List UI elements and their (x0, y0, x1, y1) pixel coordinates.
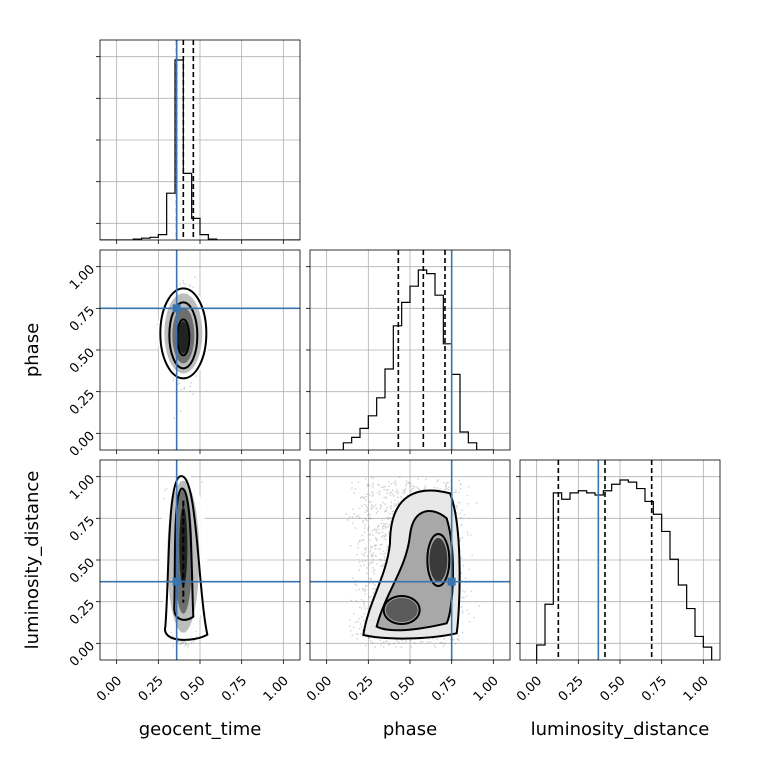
x-tick-label: 0.50 (177, 674, 208, 705)
panel-grid (310, 250, 510, 450)
y-tick-label: 0.00 (67, 429, 98, 460)
x-axis-label-luminosity_distance: luminosity_distance (531, 719, 710, 740)
contour (168, 301, 199, 370)
y-tick-label: 0.75 (67, 514, 98, 545)
hist-geocent_time (100, 40, 300, 240)
histogram-luminosity_distance (536, 479, 713, 660)
x-tick-label: 0.25 (346, 674, 377, 705)
scatter-geocent_time-luminosity_distance (100, 460, 300, 660)
x-tick-label: 0.00 (94, 674, 125, 705)
hist-luminosity_distance (536, 460, 713, 660)
x-tick-label: 0.50 (387, 674, 418, 705)
x-tick-label: 0.25 (136, 674, 167, 705)
x-tick-label: 1.00 (471, 674, 502, 705)
y-tick-label: 0.50 (67, 345, 98, 376)
x-axis-label-phase: phase (383, 719, 437, 740)
density-fill (429, 538, 448, 582)
x-tick-label: 0.50 (597, 674, 628, 705)
y-tick-label: 1.00 (67, 472, 98, 503)
x-tick-label: 0.00 (514, 674, 545, 705)
x-tick-label: 1.00 (681, 674, 712, 705)
x-tick-label: 0.75 (429, 674, 460, 705)
y-tick-label: 0.25 (67, 597, 98, 628)
contour (382, 595, 421, 625)
density-fill (385, 598, 418, 622)
y-axis-label-luminosity_distance: luminosity_distance (22, 471, 43, 650)
scatter-geocent_time-phase (100, 250, 300, 450)
truth-marker (172, 577, 181, 586)
panel-grid (100, 40, 300, 240)
histogram-phase (326, 269, 494, 450)
hist-phase (326, 250, 494, 450)
y-tick-label: 1.00 (67, 262, 98, 293)
contour (173, 487, 195, 621)
histogram-geocent_time (100, 59, 300, 240)
x-tick-label: 1.00 (261, 674, 292, 705)
scatter-phase-luminosity_distance (310, 460, 510, 660)
truth-marker (447, 577, 456, 586)
y-tick-label: 0.75 (67, 304, 98, 335)
contour (164, 475, 209, 641)
contour (426, 533, 451, 587)
y-axis-label-phase: phase (22, 323, 43, 377)
contour (362, 489, 461, 640)
y-tick-label: 0.00 (67, 639, 98, 670)
x-tick-label: 0.75 (219, 674, 250, 705)
y-tick-label: 0.25 (67, 387, 98, 418)
x-axis-label-geocent_time: geocent_time (139, 719, 262, 740)
x-tick-label: 0.75 (639, 674, 670, 705)
truth-marker (172, 304, 181, 313)
density-fill (178, 321, 189, 354)
x-tick-label: 0.25 (556, 674, 587, 705)
contour (375, 510, 454, 632)
panel-grid (520, 460, 720, 660)
x-tick-label: 0.00 (304, 674, 335, 705)
y-tick-label: 0.50 (67, 555, 98, 586)
contour (159, 287, 208, 380)
